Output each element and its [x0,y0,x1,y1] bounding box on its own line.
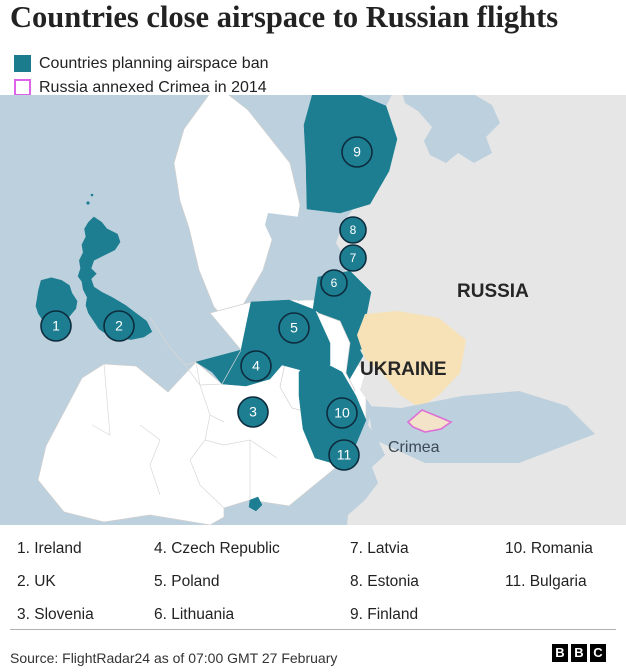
svg-text:Crimea: Crimea [388,439,440,456]
svg-text:3: 3 [249,404,257,420]
svg-text:RUSSIA: RUSSIA [457,281,529,302]
svg-text:1: 1 [52,318,60,334]
svg-text:8: 8 [350,223,357,237]
svg-text:2: 2 [115,318,123,334]
svg-text:6: 6 [331,276,338,290]
svg-text:7: 7 [350,251,357,265]
svg-text:10: 10 [334,405,350,421]
svg-text:9: 9 [353,144,361,160]
svg-text:5: 5 [290,320,298,336]
svg-text:4: 4 [252,358,260,374]
svg-text:11: 11 [337,447,352,463]
svg-text:UKRAINE: UKRAINE [360,359,447,380]
